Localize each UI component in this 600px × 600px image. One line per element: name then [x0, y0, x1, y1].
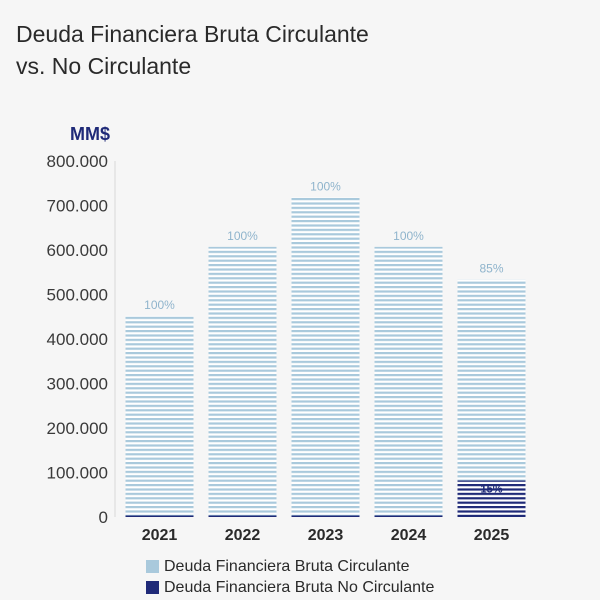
legend-label-no-circulante: Deuda Financiera Bruta No Circulante: [164, 578, 435, 596]
chart-title-line-2: vs. No Circulante: [16, 53, 192, 79]
x-axis-labels: 2021 2022 2023 2024 2025: [142, 527, 510, 544]
y-tick-label: 800.000: [47, 152, 108, 171]
y-tick-label: 300.000: [47, 375, 108, 394]
y-axis-unit-label: MM$: [70, 124, 110, 144]
data-label-2023-circulante: 100%: [310, 179, 341, 193]
data-label-2024-circulante: 100%: [393, 229, 424, 243]
y-tick-label: 400.000: [47, 330, 108, 349]
y-tick-label: 0: [99, 508, 108, 527]
y-tick-label: 500.000: [47, 286, 108, 305]
bar-circulante-2025: [457, 279, 526, 481]
y-tick-label: 200.000: [47, 419, 108, 438]
legend-swatch-circulante: [146, 560, 159, 573]
chart-title-line-1: Deuda Financiera Bruta Circulante: [16, 21, 369, 47]
bar-baseline-2022: [208, 515, 277, 517]
bar-baseline-2021: [125, 515, 194, 517]
bar-circulante-2021: [125, 315, 194, 517]
data-label-2022-circulante: 100%: [227, 229, 258, 243]
legend-item-no-circulante[interactable]: Deuda Financiera Bruta No Circulante: [146, 577, 586, 598]
chart-title: Deuda Financiera Bruta Circulante vs. No…: [16, 18, 576, 82]
bar-circulante-2024: [374, 246, 443, 517]
legend: Deuda Financiera Bruta Circulante Deuda …: [146, 556, 586, 598]
y-tick-label: 100.000: [47, 464, 108, 483]
data-label-2025-no-circulante: 15%: [480, 484, 502, 496]
y-tick-label: 700.000: [47, 197, 108, 216]
bar-circulante-2022: [208, 246, 277, 517]
y-axis-ticks: 0 100.000 200.000 300.000 400.000 500.000 600.…: [47, 152, 108, 527]
legend-swatch-no-circulante: [146, 581, 159, 594]
x-tick-label: 2021: [142, 527, 178, 544]
bar-baseline-2023: [291, 515, 360, 517]
bar-baseline-2024: [374, 515, 443, 517]
legend-item-circulante[interactable]: Deuda Financiera Bruta Circulante: [146, 556, 586, 577]
x-tick-label: 2025: [474, 527, 510, 544]
x-tick-label: 2024: [391, 527, 427, 544]
bar-no-circulante-2025: [457, 480, 526, 517]
data-label-2025-circulante: 85%: [479, 261, 503, 275]
x-tick-label: 2022: [225, 527, 261, 544]
legend-label-circulante: Deuda Financiera Bruta Circulante: [164, 557, 410, 575]
x-tick-label: 2023: [308, 527, 344, 544]
data-label-2021-circulante: 100%: [144, 298, 175, 312]
bar-circulante-2023: [291, 197, 360, 518]
bars-group: 100% 100% 100% 100% 15% 85%: [125, 179, 526, 518]
y-tick-label: 600.000: [47, 241, 108, 260]
bar-baseline-2025: [457, 515, 526, 517]
